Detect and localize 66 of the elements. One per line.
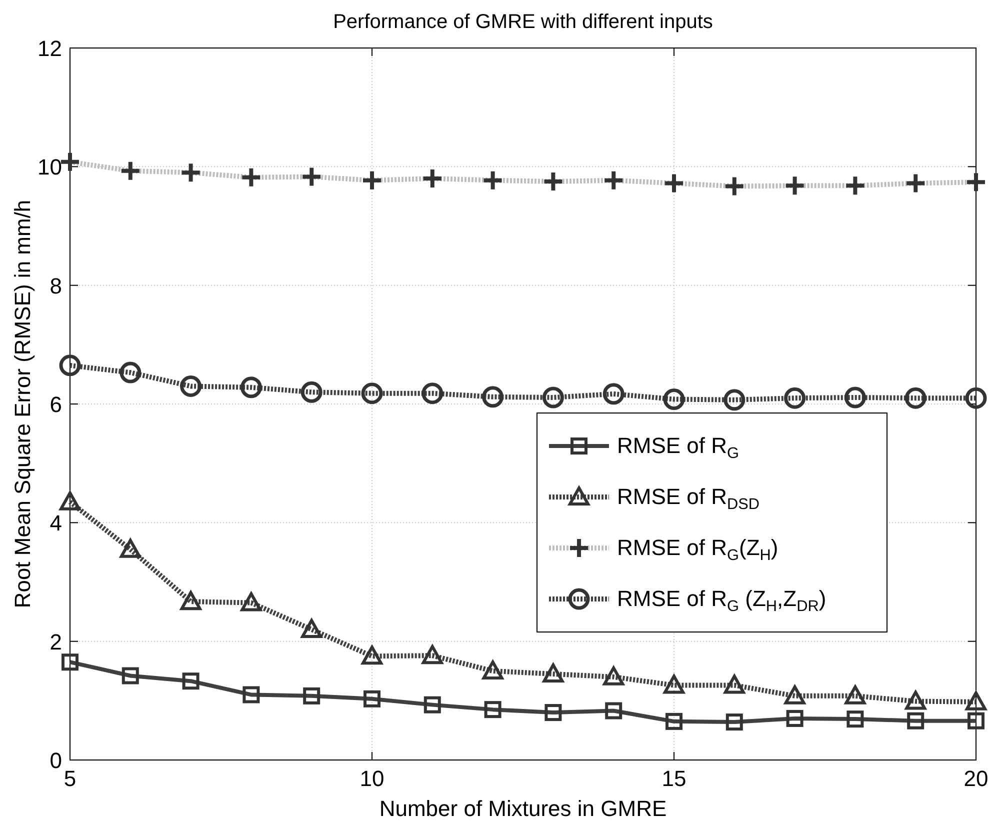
point	[846, 710, 864, 728]
point	[663, 388, 685, 410]
point	[844, 386, 866, 408]
point	[724, 674, 745, 694]
x-tick-label: 15	[662, 766, 686, 791]
point	[122, 667, 139, 684]
x-tick-label: 10	[360, 766, 384, 791]
point	[664, 674, 684, 694]
point	[482, 660, 504, 680]
point	[666, 712, 682, 730]
chart-title: Performance of GMRE with different inputs	[333, 11, 713, 33]
point	[59, 354, 81, 376]
point	[120, 362, 142, 384]
point	[602, 383, 624, 405]
y-tick-label: 8	[50, 273, 62, 298]
point	[482, 386, 504, 408]
x-tick-label: 20	[964, 766, 988, 791]
point	[180, 591, 202, 610]
y-tick-label: 12	[38, 36, 62, 61]
point	[422, 382, 444, 404]
legend-label: RMSE of R$_{G}$	[617, 433, 740, 462]
point	[361, 382, 383, 404]
point	[60, 491, 80, 510]
point	[424, 696, 441, 714]
point	[362, 646, 382, 665]
y-tick-label: 4	[50, 510, 62, 536]
point	[484, 701, 502, 718]
point	[364, 690, 380, 708]
point	[786, 710, 804, 727]
point	[904, 387, 926, 409]
point	[844, 685, 866, 704]
point	[726, 714, 743, 731]
legend-label: RMSE of R$_{DSD}$	[617, 484, 760, 512]
point	[603, 666, 624, 686]
y-tick-label: 0	[50, 748, 62, 773]
point	[120, 538, 141, 558]
point	[542, 386, 564, 408]
point	[966, 691, 986, 710]
point	[62, 654, 78, 671]
y-tick-label: 10	[38, 154, 62, 180]
point	[240, 592, 262, 612]
x-tick-label: 5	[64, 766, 76, 791]
legend-label: RMSE of R$_{G}$(Z$_{H}$)	[617, 535, 778, 564]
point	[240, 376, 262, 398]
x-axis-title: Number of Mixtures in GMRE	[379, 796, 667, 821]
point	[180, 375, 202, 397]
point	[300, 381, 322, 403]
point	[605, 702, 622, 720]
point	[542, 663, 564, 682]
point	[182, 672, 200, 690]
legend-label: RMSE of R$_{G}$ (Z$_{H}$,Z$_{DR}$)	[617, 586, 826, 614]
y-tick-label: 6	[50, 392, 62, 417]
point	[724, 389, 746, 411]
point	[784, 685, 806, 704]
point	[303, 687, 320, 704]
point	[544, 704, 562, 722]
point	[784, 387, 806, 409]
point	[905, 690, 926, 710]
point	[968, 712, 984, 730]
point	[242, 686, 260, 704]
y-tick-label: 2	[50, 629, 62, 654]
point	[907, 712, 924, 730]
point	[301, 618, 322, 638]
point	[422, 645, 443, 664]
y-axis-title: Root Mean Square Error (RMSE) in mm/h	[10, 200, 35, 608]
point	[965, 387, 987, 409]
